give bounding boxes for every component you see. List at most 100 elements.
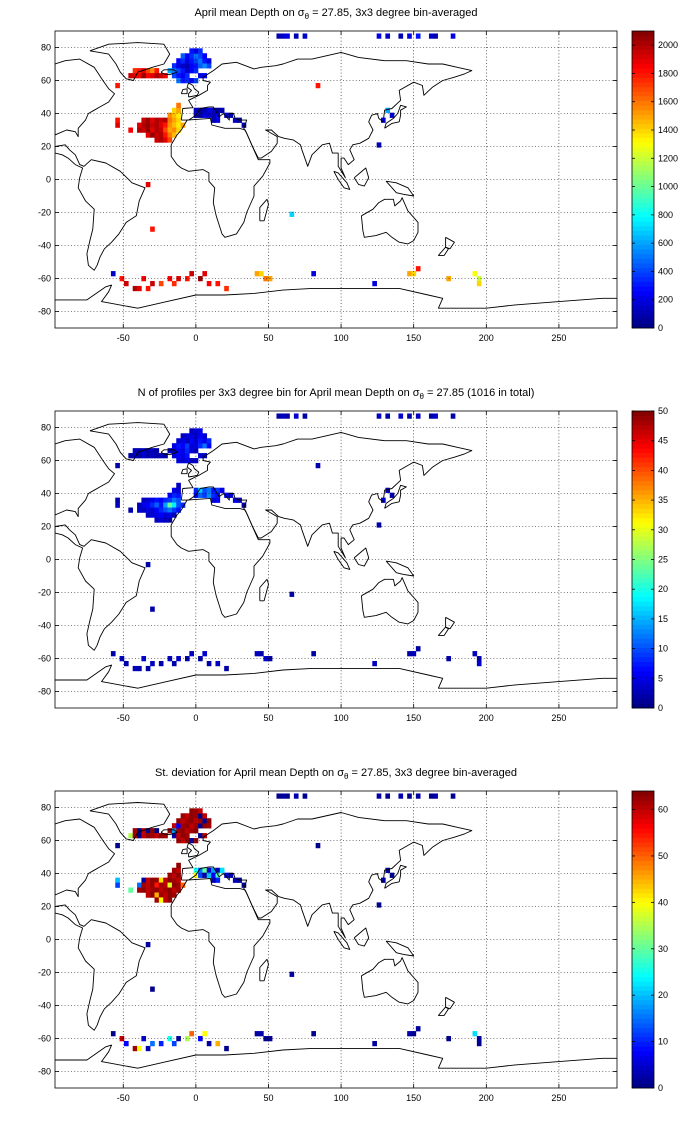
bin-cell [189, 48, 194, 54]
bin-cell [180, 122, 186, 128]
bin-cell [189, 823, 194, 829]
bin-cell [167, 137, 173, 143]
bin-cell [433, 793, 438, 799]
colorbar-segment [632, 522, 654, 528]
colorbar-tick-label: 30 [658, 525, 668, 535]
bin-cell [180, 443, 186, 449]
bin-cell [184, 58, 190, 64]
bin-cell [184, 458, 190, 464]
bin-cell [184, 53, 190, 59]
bin-cell [176, 276, 181, 282]
bin-cell [198, 833, 203, 839]
colorbar-segment [632, 536, 654, 542]
bin-cell [145, 68, 151, 74]
colorbar-segment [632, 1009, 654, 1015]
bin-cell [450, 33, 456, 39]
colorbar-segment [632, 249, 654, 255]
bin-cell [219, 867, 225, 873]
bin-cell [150, 507, 155, 513]
bin-cell [189, 271, 194, 277]
x-tick-label: 150 [406, 1093, 421, 1103]
bin-cell [289, 591, 295, 597]
bin-cell [285, 33, 290, 39]
bin-cell [259, 651, 264, 657]
colorbar-segment [632, 971, 654, 978]
bin-cell [428, 413, 434, 419]
bin-cell [211, 867, 216, 873]
x-tick-label: 0 [193, 1093, 198, 1103]
colorbar-segment [632, 462, 654, 468]
bin-cell [211, 107, 216, 113]
bin-cell [150, 497, 155, 503]
bin-cell [145, 132, 151, 138]
bin-cell [154, 897, 160, 903]
bin-cell [167, 828, 173, 834]
colorbar-segment [632, 624, 654, 630]
bin-cell [163, 127, 168, 133]
bin-cell [285, 793, 290, 799]
x-tick-label: -50 [117, 713, 130, 723]
x-tick-label: 50 [263, 713, 273, 723]
colorbar-segment [632, 958, 654, 964]
bin-cell [184, 818, 190, 824]
colorbar-tick-label: 45 [658, 436, 668, 446]
bin-cell [180, 818, 186, 824]
bin-cell [171, 660, 177, 667]
bin-cell [158, 453, 164, 459]
bin-cell [137, 68, 142, 74]
coastlines [55, 802, 617, 1069]
bin-cell [145, 448, 151, 454]
colorbar-segment [632, 165, 654, 171]
bin-cell [132, 448, 138, 454]
y-tick-label: 40 [41, 109, 51, 119]
y-tick-label: -80 [38, 687, 51, 697]
colorbar-segment [632, 601, 654, 607]
bin-cell [167, 117, 173, 123]
coastline [55, 438, 115, 518]
bin-cell [476, 276, 482, 282]
bin-cell [141, 117, 147, 123]
x-tick-label: 0 [193, 333, 198, 343]
bin-cell [167, 897, 173, 903]
colorbar-segment [632, 281, 654, 287]
colorbar-segment [632, 304, 654, 310]
x-tick-label: 0 [193, 713, 198, 723]
bin-cell [254, 271, 260, 277]
bin-cell [132, 833, 138, 839]
colorbar-segment [632, 573, 654, 579]
colorbar-segment [632, 1036, 654, 1042]
bin-cell [158, 833, 164, 839]
colorbar-segment [632, 703, 654, 709]
colorbar-segment [632, 82, 654, 88]
bin-cell [137, 453, 142, 459]
bin-cell [206, 63, 212, 69]
colorbar-segment [632, 258, 654, 264]
bin-cell [141, 828, 147, 834]
colorbar-segment [632, 225, 654, 231]
bin-cell [189, 63, 194, 69]
bin-cell [150, 512, 155, 518]
bin-cell [189, 838, 194, 844]
y-tick-label: 20 [41, 522, 51, 532]
bin-cell [137, 127, 142, 133]
colorbar-segment [632, 184, 654, 190]
bin-cell [450, 413, 456, 419]
bin-cell [132, 828, 138, 834]
coastline [353, 167, 370, 187]
bin-cell [184, 833, 190, 839]
bin-cell [184, 823, 190, 829]
bin-cell [137, 448, 142, 454]
colorbar-segment [632, 448, 654, 454]
colorbar-segment [632, 77, 654, 83]
bin-cell [167, 68, 173, 74]
bin-cell [141, 507, 147, 513]
bin-cell [415, 33, 421, 39]
bin-cell [389, 492, 395, 498]
bin-cell [167, 882, 173, 888]
bin-cell [167, 877, 173, 883]
colorbar: 0 200 400 600 800 1000 1200 1400 1600 1800 2000 [631, 30, 678, 333]
bin-cell [171, 867, 177, 873]
colorbar-segment [632, 123, 654, 129]
bin-cell [176, 112, 181, 118]
